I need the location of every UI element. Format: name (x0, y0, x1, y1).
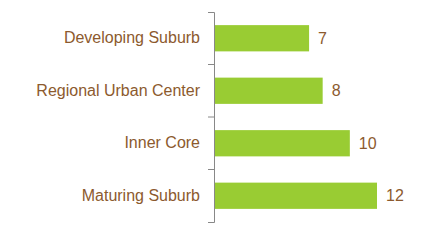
data-label: 7 (318, 30, 327, 47)
bar (214, 78, 323, 104)
separator-tick (208, 117, 214, 118)
category-label: Developing Suburb (64, 29, 200, 46)
tick: Inner Core (124, 134, 214, 151)
tick: Developing Suburb (64, 29, 214, 46)
bar (214, 130, 350, 156)
bars (214, 25, 377, 209)
data-label: 10 (359, 135, 377, 152)
category-label: Inner Core (124, 134, 200, 151)
tick: Regional Urban Center (36, 82, 214, 99)
tick: Maturing Suburb (82, 187, 214, 204)
bar (214, 25, 309, 51)
axis-line (208, 13, 215, 223)
separator-tick (208, 169, 214, 170)
y-axis: Developing Suburb Regional Urban Center In… (36, 13, 214, 223)
data-label: 12 (386, 187, 404, 204)
category-label: Maturing Suburb (82, 187, 200, 204)
data-label: 8 (332, 82, 341, 99)
bar (214, 183, 377, 209)
separators (208, 65, 214, 170)
separator-tick (208, 64, 214, 65)
category-label: Regional Urban Center (36, 82, 200, 99)
data-labels: 7 8 10 12 (318, 30, 404, 205)
chart: Developing Suburb Regional Urban Center In… (0, 0, 437, 239)
